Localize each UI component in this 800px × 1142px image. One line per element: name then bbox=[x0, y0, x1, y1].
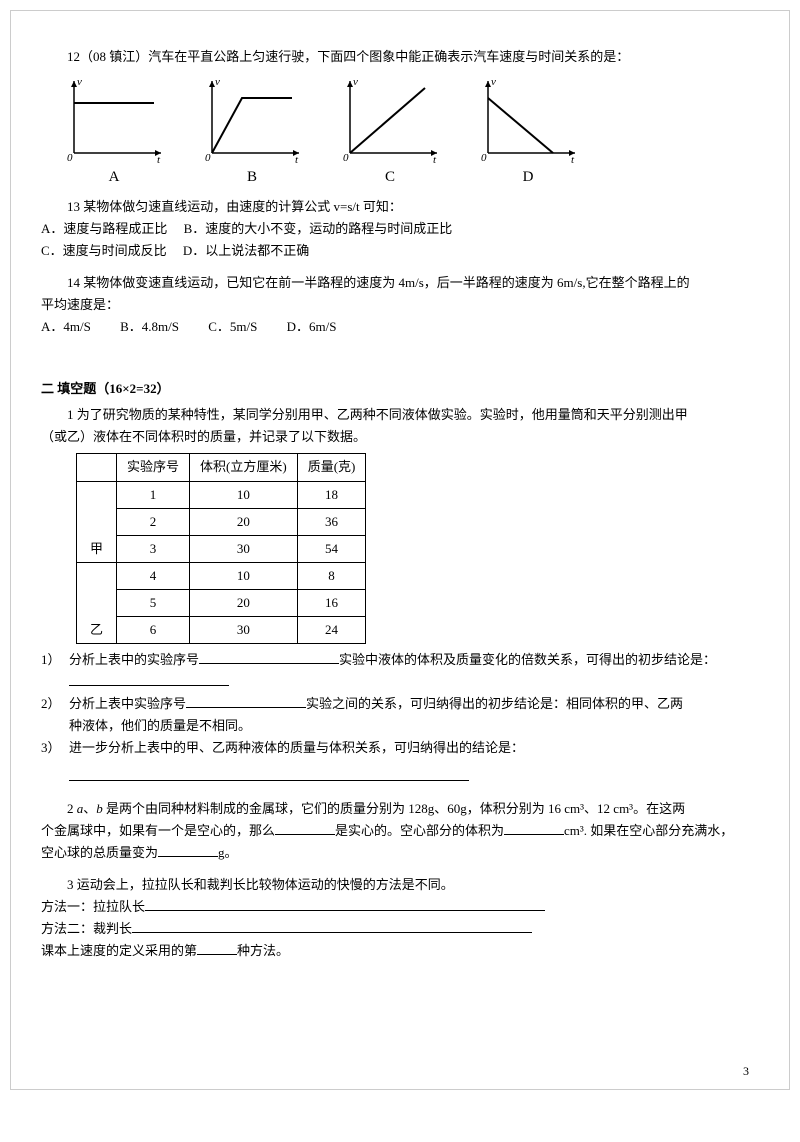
svg-text:t: t bbox=[295, 154, 299, 163]
q12-text: 12（08 镇江）汽车在平直公路上匀速行驶，下面四个图象中能正确表示汽车速度与时… bbox=[41, 46, 759, 68]
chart-b-label: B bbox=[197, 165, 307, 191]
blank[interactable] bbox=[145, 898, 545, 911]
fq3-m2: 方法二：裁判长 bbox=[41, 918, 759, 940]
svg-text:t: t bbox=[157, 154, 161, 163]
chart-c-label: C bbox=[335, 165, 445, 191]
fq2-line2: 个金属球中，如果有一个是空心的，那么是实心的。空心部分的体积为cm³. 如果在空… bbox=[41, 820, 759, 842]
blank[interactable] bbox=[199, 651, 339, 664]
blank[interactable] bbox=[186, 695, 306, 708]
chart-row: 0 t v A 0 t v B bbox=[59, 73, 759, 191]
svg-text:0: 0 bbox=[67, 152, 73, 163]
blank[interactable] bbox=[275, 822, 335, 835]
q14-opts: A．4m/S B．4.8m/S C．5m/S D．6m/S bbox=[41, 316, 759, 338]
fq2-line3: 空心球的总质量变为g。 bbox=[41, 842, 759, 864]
table-row: 52016 bbox=[77, 589, 366, 616]
fq3-p2: 课本上速度的定义采用的第种方法。 bbox=[41, 940, 759, 962]
blank[interactable] bbox=[69, 673, 229, 686]
chart-b: 0 t v B bbox=[197, 73, 307, 191]
th-seq: 实验序号 bbox=[117, 454, 190, 481]
fq3-m1: 方法一：拉拉队长 bbox=[41, 896, 759, 918]
svg-text:v: v bbox=[491, 76, 496, 88]
th-vol: 体积(立方厘米) bbox=[190, 454, 298, 481]
table-row: 22036 bbox=[77, 508, 366, 535]
chart-a-label: A bbox=[59, 165, 169, 191]
blank[interactable] bbox=[69, 768, 469, 781]
fq3-p1: 3 运动会上，拉拉队长和裁判长比较物体运动的快慢的方法是不同。 bbox=[41, 874, 759, 896]
sub-num: 3） bbox=[41, 737, 69, 787]
q13-opts2: C．速度与时间成反比 D．以上说法都不正确 bbox=[41, 240, 759, 262]
group-jia: 甲 bbox=[77, 481, 117, 562]
table-header-row: 实验序号 体积(立方厘米) 质量(克) bbox=[77, 454, 366, 481]
sub3-text: 进一步分析上表中的甲、乙两种液体的质量与体积关系，可归纳得出的结论是： bbox=[69, 737, 759, 787]
svg-text:0: 0 bbox=[481, 152, 487, 163]
fq2-line1: 2 a、b 是两个由同种材料制成的金属球，它们的质量分别为 128g、60g，体… bbox=[41, 798, 759, 820]
sub2-text: 分析上表中实验序号实验之间的关系，可归纳得出的初步结论是：相同体积的甲、乙两 种… bbox=[69, 693, 759, 737]
svg-text:v: v bbox=[215, 76, 220, 88]
svg-text:0: 0 bbox=[343, 152, 349, 163]
table-row: 63024 bbox=[77, 617, 366, 644]
chart-a: 0 t v A bbox=[59, 73, 169, 191]
q13-opts1: A．速度与路程成正比 B．速度的大小不变，运动的路程与时间成正比 bbox=[41, 218, 759, 240]
blank[interactable] bbox=[158, 844, 218, 857]
fq1-p2: （或乙）液体在不同体积时的质量，并记录了以下数据。 bbox=[41, 426, 759, 448]
page-frame: 12（08 镇江）汽车在平直公路上匀速行驶，下面四个图象中能正确表示汽车速度与时… bbox=[10, 10, 790, 1090]
svg-text:t: t bbox=[571, 154, 575, 163]
table-row: 乙 4108 bbox=[77, 562, 366, 589]
q14-text2: 平均速度是： bbox=[41, 294, 759, 316]
sub-num: 1） bbox=[41, 649, 69, 693]
section2-title: 二 填空题（16×2=32） bbox=[41, 378, 759, 400]
svg-text:v: v bbox=[353, 76, 358, 88]
th-mass: 质量(克) bbox=[297, 454, 366, 481]
th-blank bbox=[77, 454, 117, 481]
page-number: 3 bbox=[743, 1061, 749, 1081]
data-table: 实验序号 体积(立方厘米) 质量(克) 甲 11018 22036 33054 … bbox=[76, 453, 366, 644]
sub1-text: 分析上表中的实验序号实验中液体的体积及质量变化的倍数关系，可得出的初步结论是： bbox=[69, 649, 759, 693]
q14-text: 14 某物体做变速直线运动，已知它在前一半路程的速度为 4m/s，后一半路程的速… bbox=[41, 272, 759, 294]
blank[interactable] bbox=[197, 942, 237, 955]
svg-text:0: 0 bbox=[205, 152, 211, 163]
q13-text: 13 某物体做匀速直线运动，由速度的计算公式 v=s/t 可知： bbox=[41, 196, 759, 218]
svg-text:t: t bbox=[433, 154, 437, 163]
svg-text:v: v bbox=[77, 76, 82, 88]
chart-d: 0 t v D bbox=[473, 73, 583, 191]
fq1-subquestions: 1） 分析上表中的实验序号实验中液体的体积及质量变化的倍数关系，可得出的初步结论… bbox=[41, 649, 759, 788]
table-row: 甲 11018 bbox=[77, 481, 366, 508]
group-yi: 乙 bbox=[77, 562, 117, 643]
blank[interactable] bbox=[504, 822, 564, 835]
sub-num: 2） bbox=[41, 693, 69, 737]
blank[interactable] bbox=[132, 920, 532, 933]
chart-c: 0 t v C bbox=[335, 73, 445, 191]
table-row: 33054 bbox=[77, 535, 366, 562]
fq1-p1: 1 为了研究物质的某种特性，某同学分别用甲、乙两种不同液体做实验。实验时，他用量… bbox=[41, 404, 759, 426]
chart-d-label: D bbox=[473, 165, 583, 191]
